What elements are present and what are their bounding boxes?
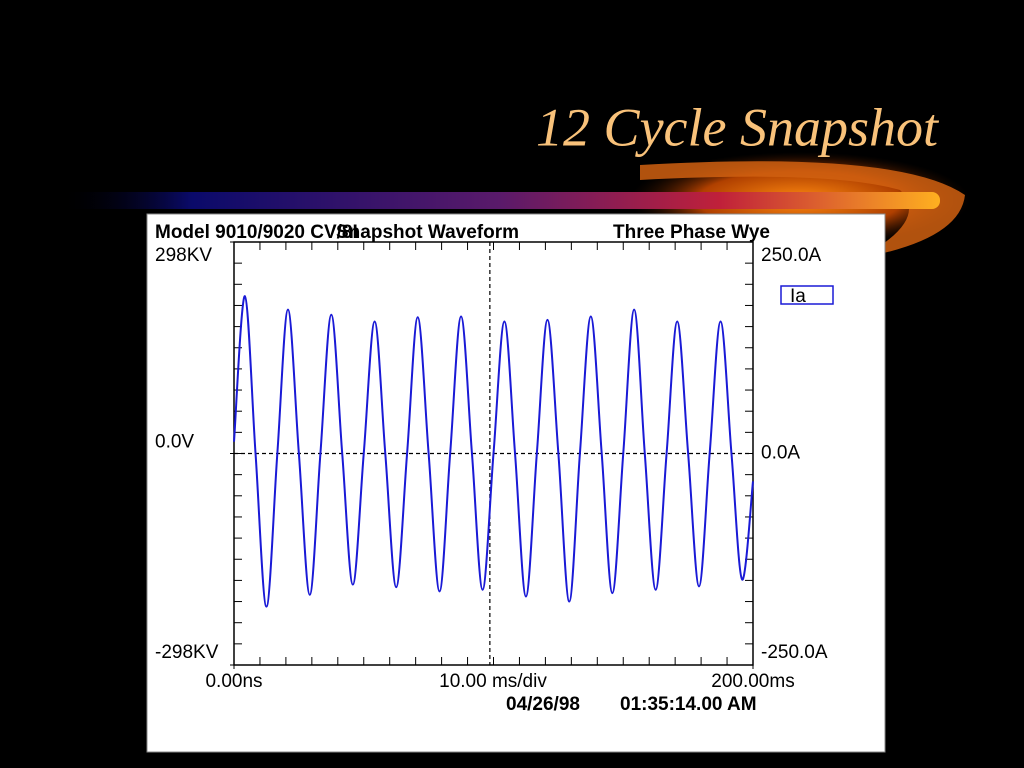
chart-panel <box>146 213 886 753</box>
legend-label: Ia <box>790 286 806 307</box>
y-tick-label: 0.0A <box>761 443 800 464</box>
y2-tick-label: -298KV <box>155 642 219 663</box>
x-tick-label: 0.00ns <box>205 671 262 692</box>
x-tick-label: 200.00ms <box>711 671 794 692</box>
swoosh <box>640 161 965 258</box>
slide-title: 12 Cycle Snapshot <box>536 97 940 157</box>
header-wiring: Three Phase Wye <box>613 222 770 243</box>
date: 04/26/98 <box>506 694 580 715</box>
series-line <box>233 295 754 608</box>
y-tick-label: 250.0A <box>761 245 822 266</box>
x-scale-label: 10.00 ms/div <box>439 671 547 692</box>
time: 01:35:14.00 AM <box>620 694 757 715</box>
y2-tick-label: 298KV <box>155 245 212 266</box>
y-tick-label: -250.0A <box>761 642 828 663</box>
y2-tick-label: 0.0V <box>155 432 194 453</box>
streak <box>60 192 940 209</box>
legend-box <box>780 285 834 305</box>
header-mode: Snapshot Waveform <box>336 222 519 243</box>
header-model: Model 9010/9020 CV/8I <box>155 222 358 243</box>
